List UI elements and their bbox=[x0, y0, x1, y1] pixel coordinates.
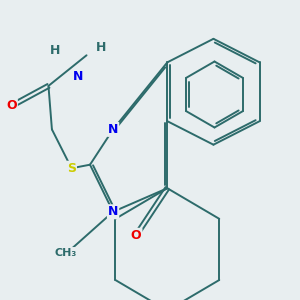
Text: H: H bbox=[96, 40, 107, 54]
Text: N: N bbox=[73, 70, 84, 83]
Text: CH₃: CH₃ bbox=[54, 248, 76, 258]
Text: H: H bbox=[50, 44, 61, 57]
Text: O: O bbox=[6, 99, 17, 112]
Text: O: O bbox=[131, 229, 142, 242]
Text: N: N bbox=[108, 205, 118, 218]
Text: S: S bbox=[67, 162, 76, 175]
Text: N: N bbox=[108, 123, 118, 136]
